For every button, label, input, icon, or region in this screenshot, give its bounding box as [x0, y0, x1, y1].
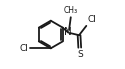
Text: Cl: Cl — [20, 44, 29, 53]
Text: Cl: Cl — [87, 15, 96, 24]
Text: N: N — [64, 27, 72, 37]
Text: CH₃: CH₃ — [64, 6, 78, 15]
Text: S: S — [77, 50, 83, 59]
